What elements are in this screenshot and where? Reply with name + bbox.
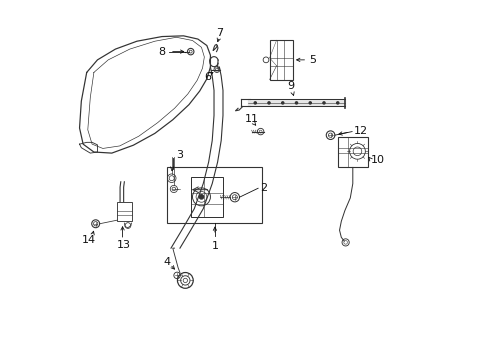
Bar: [337, 137, 367, 167]
Text: 4: 4: [163, 257, 171, 267]
Text: 3: 3: [176, 150, 183, 160]
Text: 11: 11: [244, 114, 258, 124]
Circle shape: [199, 195, 203, 199]
Text: 10: 10: [370, 155, 384, 165]
Circle shape: [254, 102, 256, 104]
Text: 12: 12: [353, 126, 367, 136]
Text: 7: 7: [216, 28, 223, 38]
Bar: [167, 167, 262, 223]
Circle shape: [281, 102, 283, 104]
Text: 9: 9: [287, 81, 294, 91]
Text: 13: 13: [117, 239, 130, 249]
Bar: [269, 40, 292, 80]
Circle shape: [308, 102, 311, 104]
Text: 8: 8: [158, 46, 165, 57]
Circle shape: [295, 102, 297, 104]
Circle shape: [336, 102, 338, 104]
Text: 6: 6: [204, 72, 211, 82]
Text: 2: 2: [260, 183, 266, 193]
Text: 14: 14: [82, 235, 96, 245]
Circle shape: [322, 102, 325, 104]
Bar: [117, 202, 131, 221]
Circle shape: [267, 102, 269, 104]
Text: 1: 1: [211, 241, 218, 251]
Bar: [190, 177, 223, 217]
Text: 5: 5: [308, 55, 315, 65]
